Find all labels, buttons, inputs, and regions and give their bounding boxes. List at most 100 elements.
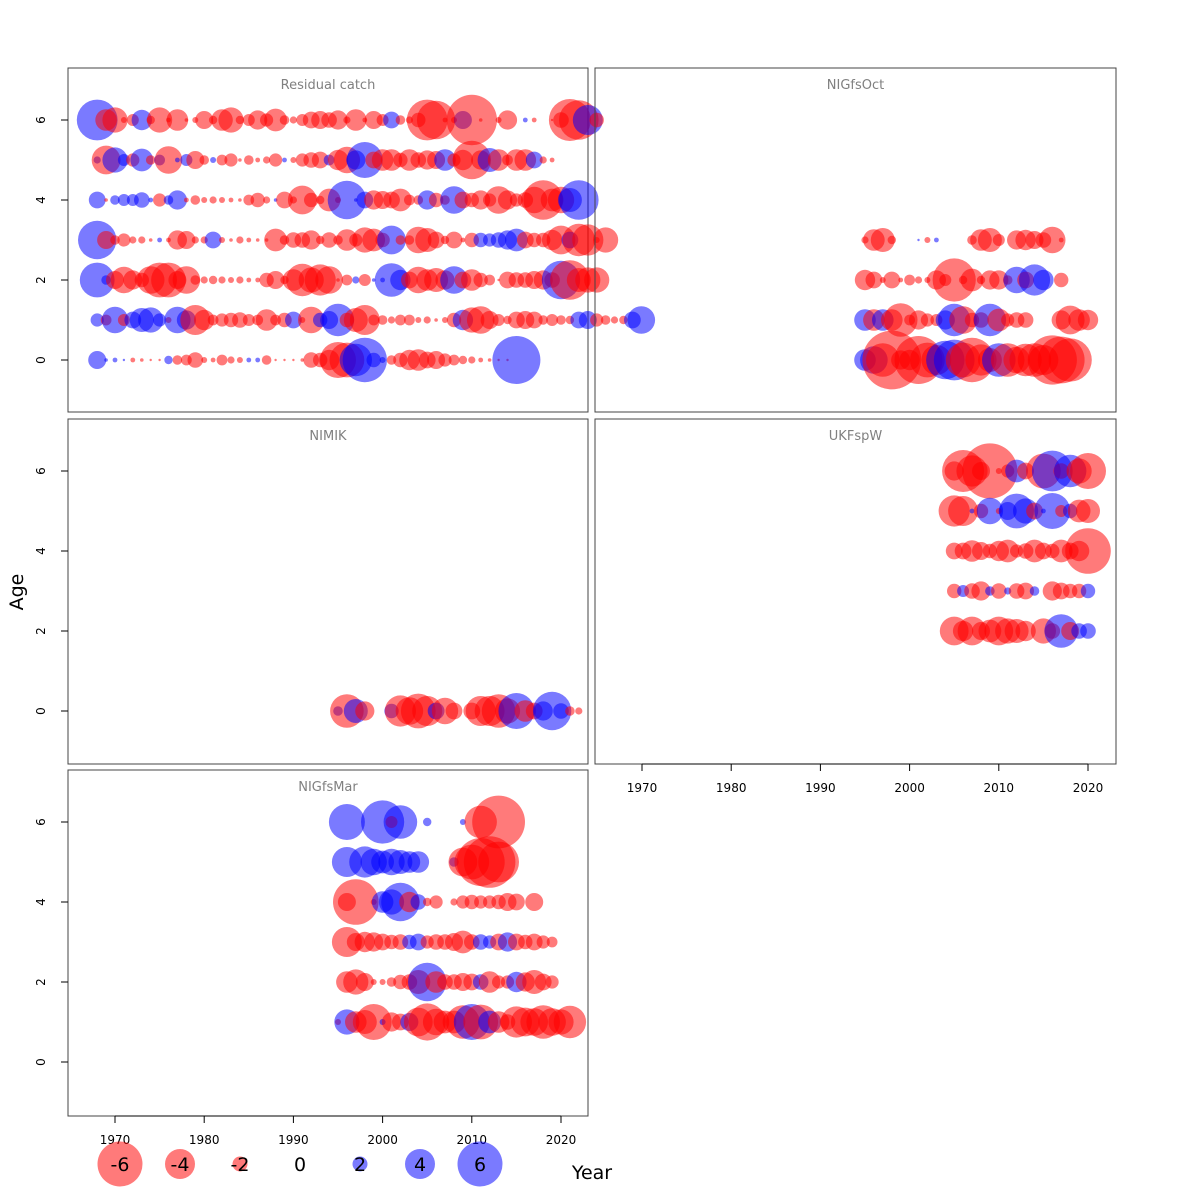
residual-bubble [255,357,261,363]
residual-bubble [149,358,152,362]
residual-bubble [269,153,283,167]
y-tick-label: 6 [34,116,48,124]
residual-bubble [883,303,918,337]
x-tick-label: 2020 [1073,781,1104,795]
residual-bubble [368,314,380,326]
residual-bubble [219,197,225,203]
residual-bubble [102,147,128,173]
residual-bubble [536,935,550,949]
residual-bubble [129,236,137,244]
panel-title: NIGfsOct [827,78,884,93]
y-axis: 0 2 4 6 [34,116,68,364]
residual-bubble [559,180,599,220]
residual-bubble [328,804,365,840]
residual-bubble [1039,226,1066,254]
residual-bubble [508,893,525,911]
residual-bubble [289,116,297,124]
residual-bubble [971,581,991,601]
residual-bubble [898,277,904,283]
y-tick-label: 0 [34,356,48,364]
residual-bubble [194,309,215,331]
residual-bubble [207,314,219,326]
residual-bubble [246,277,252,283]
residual-bubble [546,314,559,326]
residual-bubble [387,316,396,324]
residual-bubble [290,157,297,163]
legend-label: -4 [171,1154,190,1176]
residual-bubble [285,311,302,329]
residual-bubble [1065,528,1111,574]
residual-bubble [190,195,201,205]
residual-bubble [478,118,483,122]
residual-bubble [200,276,208,284]
legend-bubble [97,1141,143,1187]
residual-bubble [216,154,228,166]
residual-bubble [204,231,222,249]
residual-bubble [532,691,572,731]
residual-bubble [201,357,208,363]
residual-bubble [153,193,167,207]
residual-bubble [190,275,201,285]
residual-bubble [492,336,541,384]
residual-bubble [383,805,418,839]
residual-bubble [914,276,923,284]
residual-bubble [497,110,518,130]
residual-bubble [377,315,388,325]
residual-bubble [333,879,379,925]
residual-bubble [427,231,445,249]
residual-bubble [371,278,376,282]
residual-bubble [341,274,353,286]
residual-bubble [208,275,218,285]
residual-bubble [110,195,120,205]
residual-bubble [218,107,244,133]
residual-bubble [263,156,271,164]
residual-bubble [172,266,201,294]
residual-bubble [164,355,173,365]
residual-bubble [140,358,144,362]
residual-bubble [917,238,920,242]
residual-bubble [442,117,448,123]
residual-bubble [531,117,537,123]
residual-bubble [315,266,343,294]
residual-bubble [442,317,448,323]
residual-bubble [355,1004,392,1040]
x-tick-label: 2020 [546,1133,577,1147]
residual-bubble [88,351,107,369]
x-axis: 1970 1980 1990 2000 2010 2020 [100,1115,577,1147]
residual-bubble [478,357,484,363]
residual-bubble [434,318,438,322]
residual-bubble [1077,309,1099,331]
residual-bubble [117,154,130,166]
residual-bubble [218,276,226,284]
residual-bubble [199,155,209,165]
residual-bubble [395,115,406,125]
legend-label: -6 [111,1154,130,1176]
residual-bubble [355,973,374,991]
residual-bubble [539,156,547,164]
residual-bubble [429,895,443,909]
residual-bubble [969,508,975,514]
residual-bubble [345,109,367,131]
residual-bubble [1048,338,1092,382]
residual-bubble [148,238,153,242]
residual-bubble [459,819,466,825]
residual-bubble [250,192,265,208]
panel-title: NIGfsMar [298,780,358,795]
residual-bubble [962,443,1018,499]
x-tick-label: 2010 [984,781,1015,795]
residual-bubble [865,271,883,289]
residual-bubble [473,272,488,288]
residual-bubble [301,230,321,250]
residual-bubble [228,197,234,203]
residual-bubble [487,358,492,362]
residual-bubble [352,276,360,284]
residual-bubble [458,355,468,365]
residual-bubble [492,314,505,326]
residual-bubble [1017,312,1034,328]
residual-bubble [589,112,604,128]
residual-bubble [995,468,1002,474]
residual-bubble [484,274,495,286]
residual-bubble [428,192,444,208]
residual-bubble [1015,620,1036,642]
